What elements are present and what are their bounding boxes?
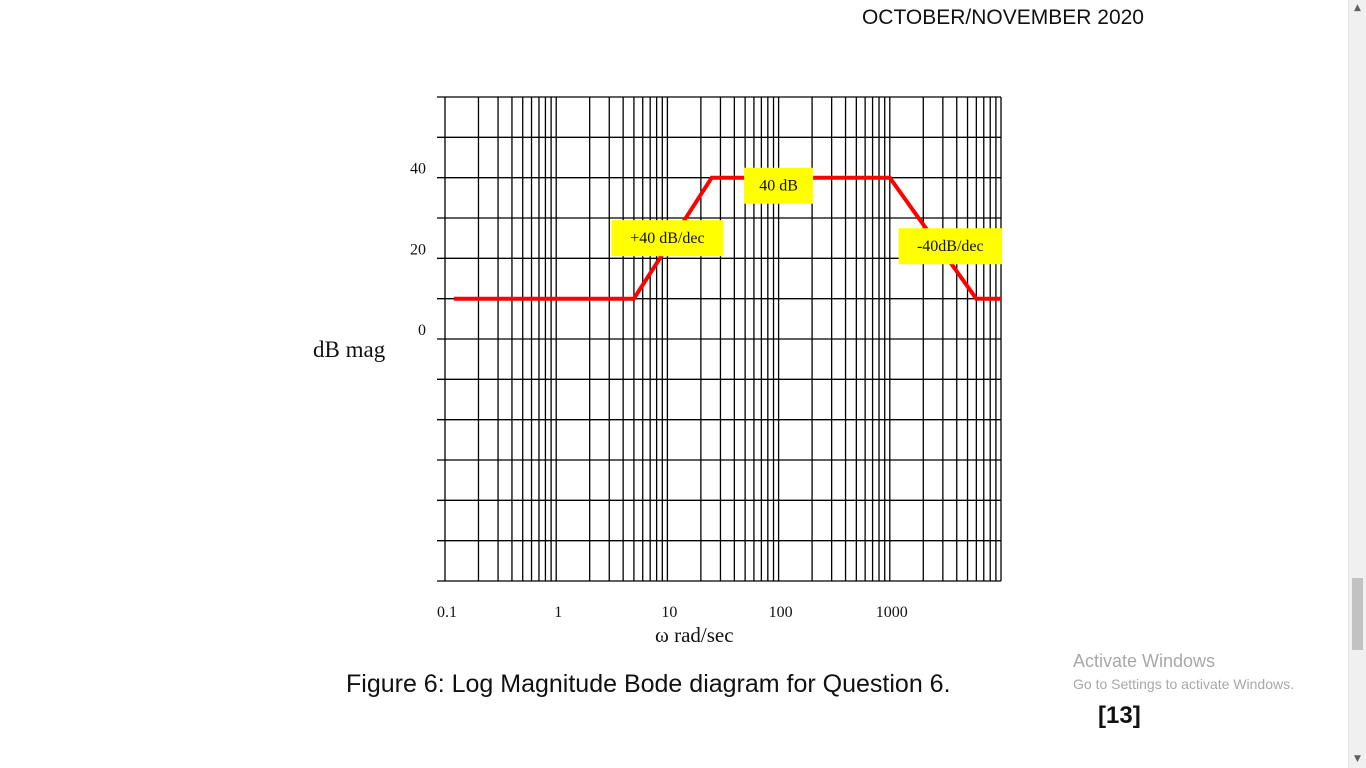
plot-grid (437, 96, 1002, 582)
slope-annotation-text: -40dB/dec (917, 238, 984, 255)
x-tick-label: 1000 (876, 604, 908, 621)
slope-annotation-text: 40 dB (759, 178, 798, 195)
y-tick-label: 40 (410, 161, 426, 178)
x-axis-label: ω rad/sec (655, 623, 734, 647)
exam-date-header: OCTOBER/NOVEMBER 2020 (861, 6, 1144, 29)
tick-labels: 0.1 1 10 100 1000 40 20 0 (410, 161, 908, 621)
annotation-layer: +40 dB/dec 40 dB -40dB/dec (611, 167, 1003, 265)
scroll-up-arrow-icon[interactable]: ▲ (1354, 3, 1361, 13)
slope-annotation-box (898, 228, 1003, 265)
activate-windows-watermark: Activate Windows Go to Settings to activ… (1073, 651, 1294, 692)
slope-annotation-box (744, 167, 814, 204)
x-tick-label: 100 (769, 604, 793, 621)
slope-annotation: 40 dB (744, 167, 814, 204)
slope-annotation-box (611, 220, 724, 257)
question-marks: [13] (1098, 702, 1141, 729)
x-tick-label: 0.1 (437, 604, 457, 621)
scrollbar-thumb[interactable] (1352, 578, 1363, 650)
y-tick-label: 0 (418, 322, 426, 339)
slope-annotation-text: +40 dB/dec (630, 230, 704, 247)
activate-windows-title: Activate Windows (1073, 651, 1216, 671)
figure-caption: Figure 6: Log Magnitude Bode diagram for… (346, 670, 951, 698)
slope-annotation: +40 dB/dec (611, 220, 724, 257)
y-tick-label: 20 (410, 241, 426, 258)
scroll-down-arrow-icon[interactable]: ▼ (1354, 754, 1361, 764)
vertical-scrollbar[interactable]: ▲ ▼ (1348, 0, 1366, 768)
bode-plot: +40 dB/dec 40 dB -40dB/dec 0.1 1 10 100 1000 40… (313, 96, 1003, 647)
activate-windows-subtitle: Go to Settings to activate Windows. (1073, 676, 1294, 692)
slope-annotation: -40dB/dec (898, 228, 1003, 265)
x-tick-label: 10 (661, 604, 677, 621)
x-tick-label: 1 (554, 604, 562, 621)
y-axis-label: dB mag (313, 337, 386, 362)
